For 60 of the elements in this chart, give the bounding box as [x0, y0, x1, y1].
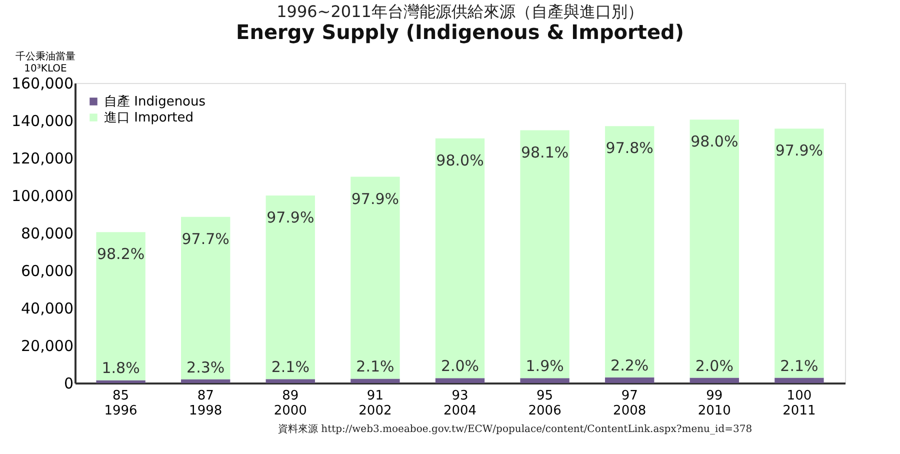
bar	[96, 232, 146, 380]
annotation: 2.2%	[610, 356, 649, 374]
x-tick-label: 91 2002	[358, 388, 392, 418]
annotation: 98.0%	[690, 132, 738, 151]
annotation: 97.8%	[606, 139, 654, 158]
bar	[605, 377, 654, 383]
bar	[266, 379, 315, 383]
annotation: 97.9%	[775, 142, 824, 160]
source-note: 資料來源 http://web3.moeaboe.gov.tw/ECW/populace/content/ContentLink.aspx?menu_id=378	[278, 423, 752, 435]
legend-label: 進口 Imported	[104, 110, 194, 126]
y-tick-label: 160,000	[11, 74, 74, 92]
annotation: 2.0%	[440, 357, 480, 376]
annotation: 97.7%	[182, 230, 230, 248]
y-axis-title: 千公秉油當量 10³KLOE	[16, 50, 76, 74]
annotation: 1.8%	[102, 359, 140, 378]
annotation: 2.1%	[271, 358, 310, 376]
bar	[605, 126, 654, 378]
y-tick-label: 40,000	[21, 300, 74, 318]
bar	[690, 120, 739, 378]
x-tick-label: 93 2004	[443, 388, 477, 418]
bar	[435, 138, 485, 378]
annotation: 97.9%	[351, 190, 400, 208]
annotation: 2.1%	[356, 358, 394, 376]
chart-subtitle: Energy Supply (Indigenous & Imported)	[236, 20, 684, 44]
bar	[266, 196, 315, 380]
x-tick-label: 97 2008	[613, 388, 646, 418]
annotation: 98.2%	[96, 245, 145, 264]
bar	[350, 378, 400, 383]
bar	[350, 176, 400, 379]
bar	[774, 128, 824, 378]
annotation: 98.0%	[436, 151, 484, 170]
x-tick-label: 95 2006	[528, 388, 562, 418]
x-tick-label: 99 2010	[698, 388, 731, 418]
x-tick-label: 85 1996	[104, 388, 138, 418]
bar	[520, 130, 570, 378]
bar	[774, 378, 824, 383]
bar	[520, 378, 570, 383]
chart-title: 1996~2011年台灣能源供給來源（自產與進口別）	[276, 2, 644, 21]
annotation: 1.9%	[526, 357, 564, 376]
bar	[96, 380, 146, 383]
y-tick-label: 140,000	[11, 112, 74, 130]
x-tick-label: 100 2011	[782, 388, 816, 418]
bar	[435, 378, 485, 383]
bar	[690, 378, 739, 383]
legend-label: 自產 Indigenous	[104, 94, 206, 110]
y-tick-label: 120,000	[11, 150, 74, 168]
annotation: 2.0%	[695, 356, 734, 375]
bar	[181, 379, 230, 383]
annotation: 97.9%	[266, 208, 314, 226]
y-tick-label: 100,000	[11, 187, 74, 205]
y-tick-label: 0	[64, 374, 74, 392]
x-tick-label: 89 2000	[274, 388, 307, 418]
bar	[181, 216, 230, 380]
y-tick-label: 60,000	[21, 262, 74, 280]
y-tick-label: 80,000	[21, 224, 74, 242]
annotation: 2.1%	[780, 356, 818, 375]
x-tick-label: 87 1998	[189, 388, 222, 418]
y-tick-label: 20,000	[21, 337, 74, 355]
annotation: 2.3%	[186, 358, 225, 376]
annotation: 98.1%	[520, 143, 569, 162]
